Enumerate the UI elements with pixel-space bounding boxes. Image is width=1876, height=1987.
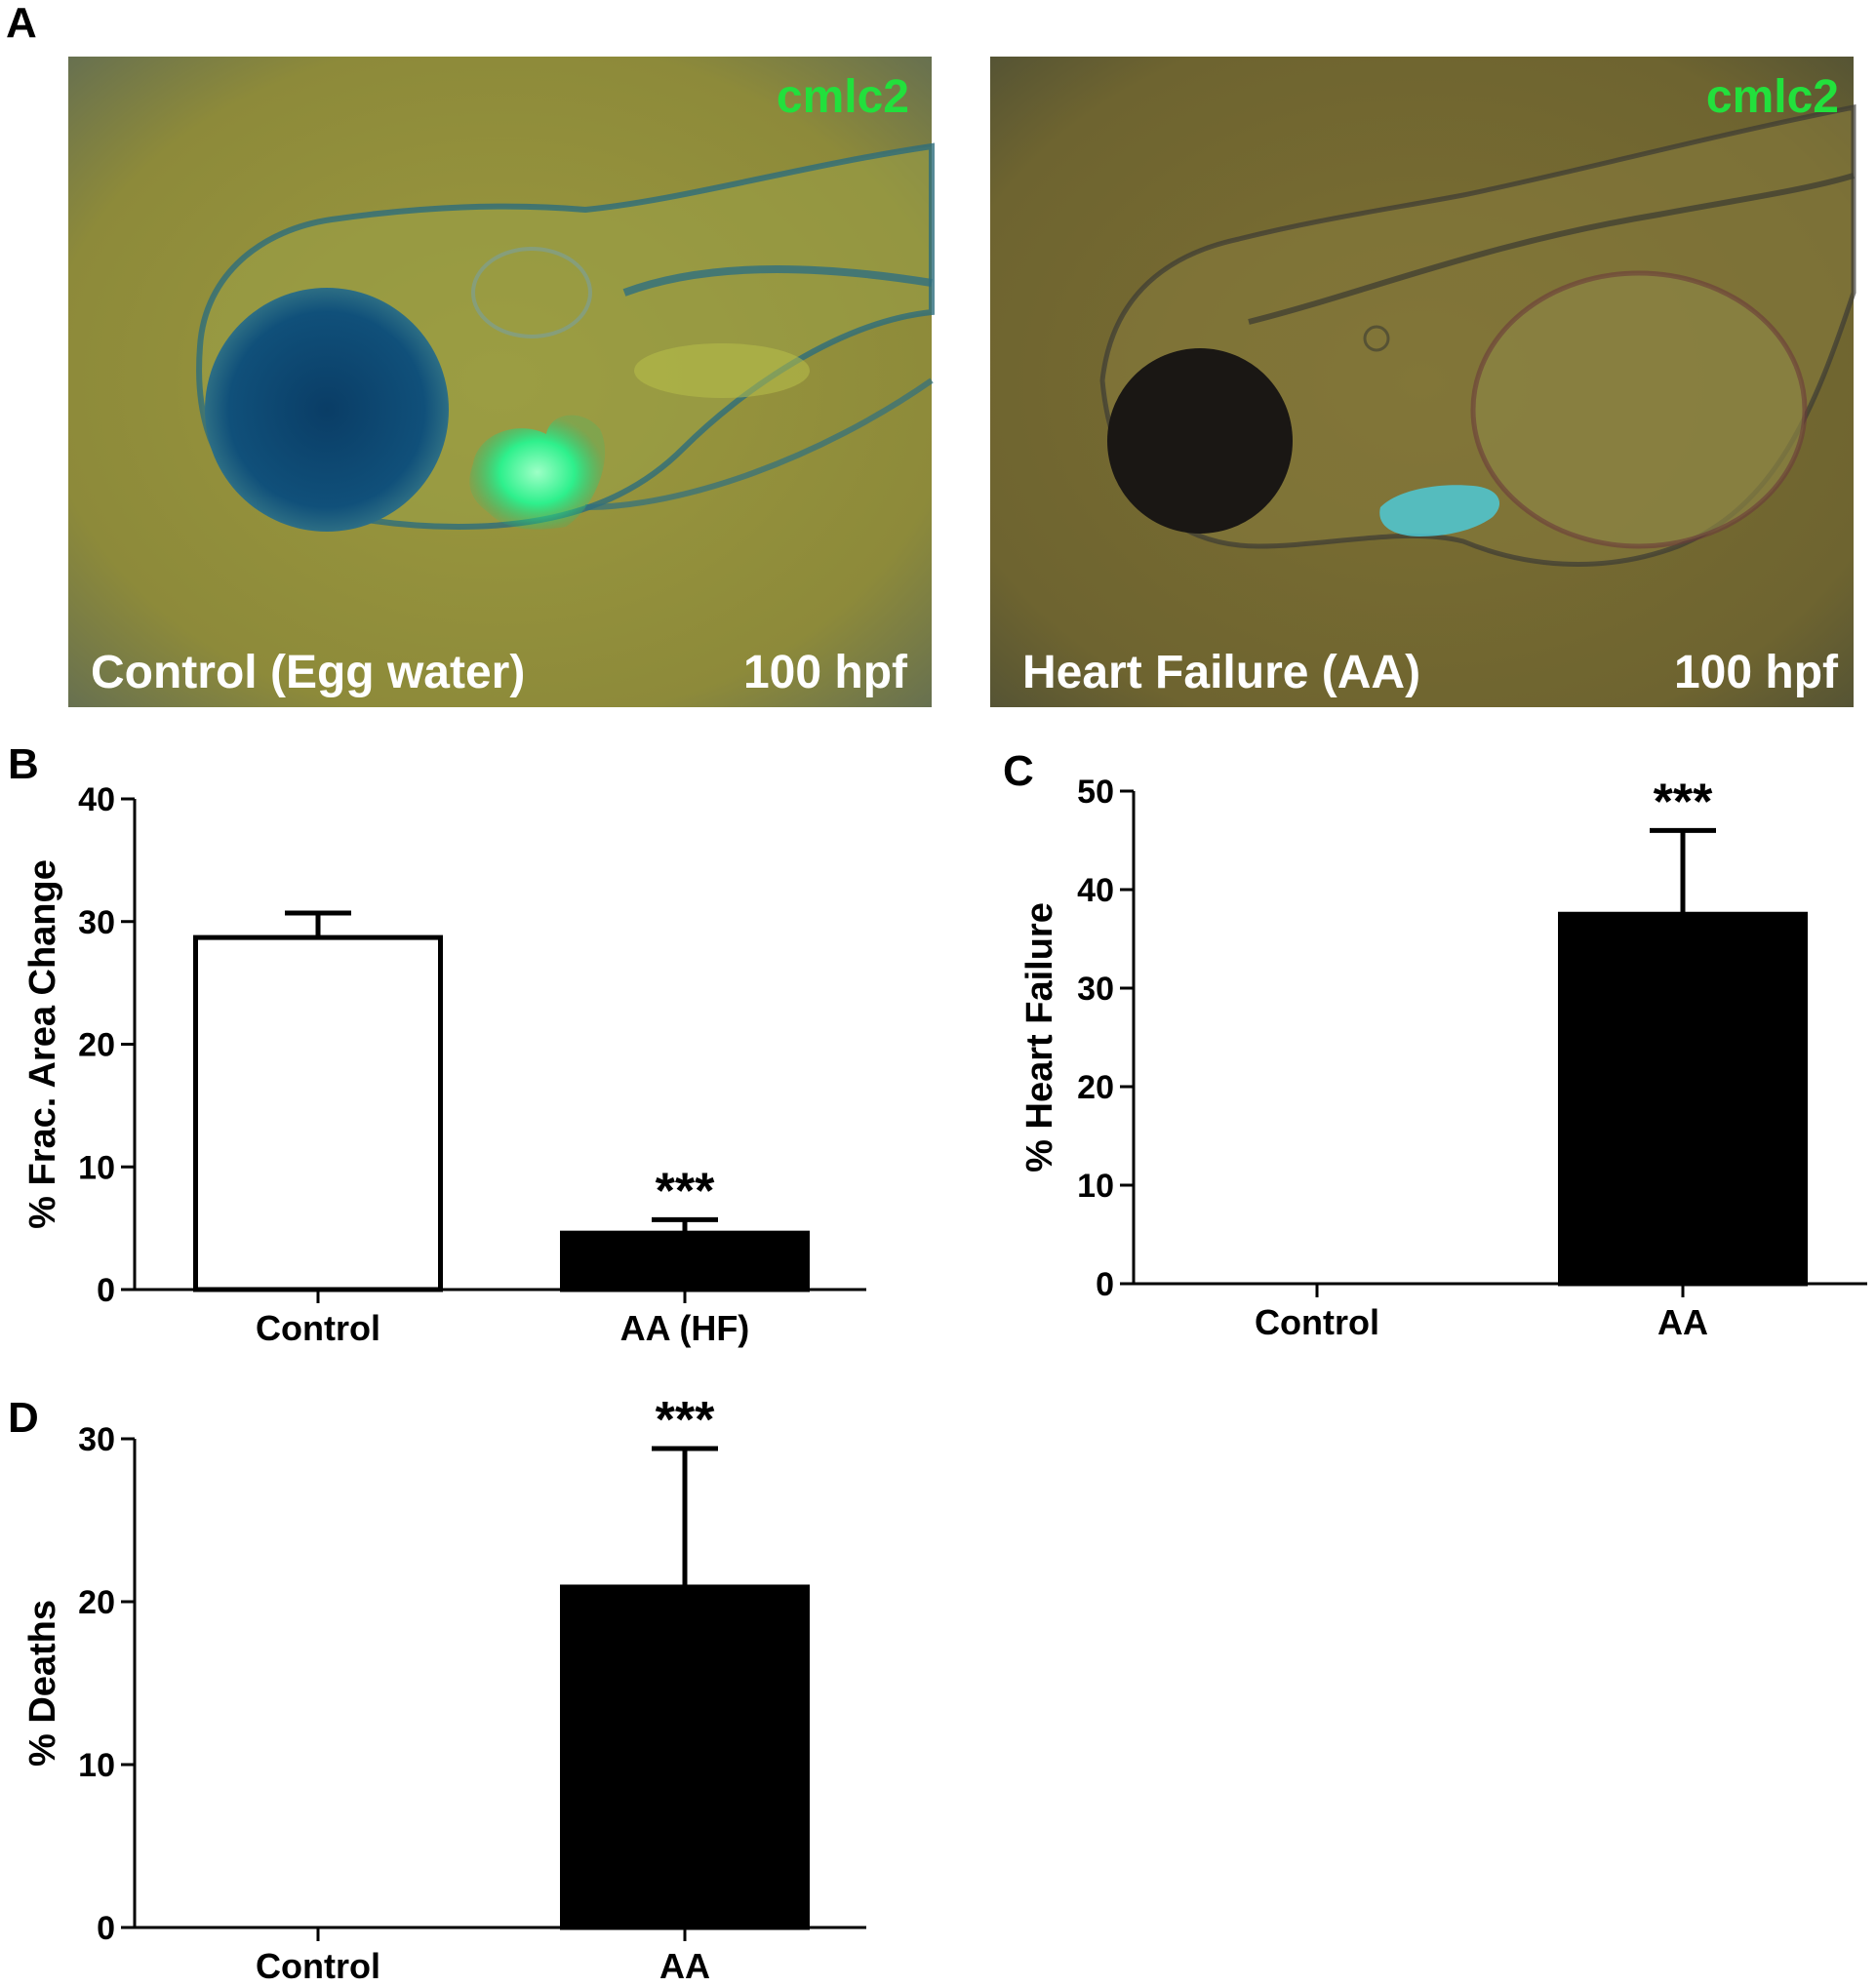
y-axis-title: % Heart Failure [1019, 902, 1060, 1172]
panel-letter-a: A [6, 0, 37, 47]
caption-control: Control (Egg water) [91, 647, 525, 698]
y-tick-label: 20 [78, 1584, 115, 1621]
y-tick-label: 30 [1077, 971, 1114, 1008]
micrograph-heart-failure [990, 57, 1856, 707]
category-label: AA (HF) [620, 1308, 750, 1348]
y-tick-label: 0 [1096, 1266, 1114, 1303]
significance-marker: *** [1654, 774, 1713, 830]
bar [560, 1584, 810, 1930]
marker-label-control: cmlc2 [777, 71, 909, 123]
y-tick-label: 10 [78, 1747, 115, 1784]
y-tick-label: 40 [78, 781, 115, 818]
chart-frac-area-change: 0 10 20 30 40 % Frac. Area Change Control AA (H… [22, 781, 866, 1348]
bar [193, 934, 443, 1292]
y-axis-title: % Frac. Area Change [22, 859, 63, 1229]
category-label: Control [256, 1946, 380, 1986]
y-tick-label: 0 [97, 1272, 115, 1309]
y-tick-label: 0 [97, 1910, 115, 1947]
y-tick-label: 10 [1077, 1168, 1114, 1205]
y-tick-label: 20 [78, 1027, 115, 1064]
chart-heart-failure: 0 10 20 30 40 50 % Heart Failure Control AA *** [1019, 774, 1867, 1342]
y-tick-label: 20 [1077, 1069, 1114, 1106]
panel-letter-d: D [8, 1394, 39, 1442]
y-tick-label: 30 [78, 904, 115, 941]
stage-control: 100 hpf [743, 647, 908, 698]
bar [1558, 911, 1808, 1287]
panel-letter-b: B [8, 740, 39, 788]
panel-letter-c: C [1003, 747, 1034, 795]
category-label: AA [659, 1946, 710, 1986]
category-label: AA [1657, 1302, 1708, 1342]
category-label: Control [1255, 1302, 1379, 1342]
y-tick-label: 40 [1077, 872, 1114, 909]
micrograph-control [68, 57, 935, 707]
chart-deaths: 0 10 20 30 % Deaths Control AA *** [22, 1392, 866, 1986]
y-tick-label: 10 [78, 1149, 115, 1186]
marker-label-heart-failure: cmlc2 [1706, 71, 1839, 123]
caption-heart-failure: Heart Failure (AA) [1022, 647, 1420, 698]
significance-marker: *** [656, 1392, 715, 1449]
y-tick-label: 30 [78, 1421, 115, 1458]
significance-marker: *** [656, 1163, 715, 1219]
stage-heart-failure: 100 hpf [1674, 647, 1839, 698]
y-tick-label: 50 [1077, 774, 1114, 811]
bar [560, 1230, 810, 1292]
category-label: Control [256, 1308, 380, 1348]
y-axis-title: % Deaths [22, 1600, 63, 1767]
